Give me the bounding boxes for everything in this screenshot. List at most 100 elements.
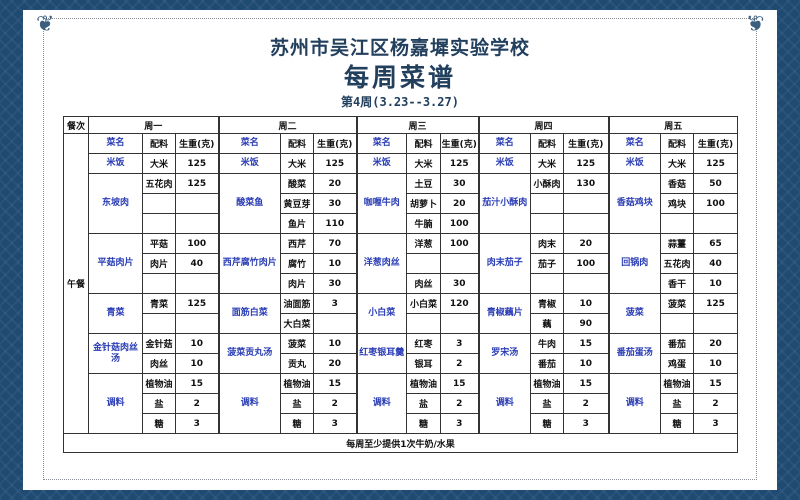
ingredient: 菠菜 [660,293,695,314]
day-header-row: 餐次 周一 周二 周三 周四 周五 [63,116,739,134]
weight [563,193,610,214]
ingredient: 酸菜 [280,173,315,194]
ingredient: 糖 [660,413,695,434]
weight: 70 [313,233,358,254]
weight: 125 [693,153,739,174]
weight: 10 [313,253,358,274]
ingredient: 五花肉 [142,173,176,194]
dish-name: 东坡肉 [88,173,143,234]
ingredient [142,273,176,294]
weight: 100 [174,233,220,254]
ingredient: 番茄 [530,353,565,374]
ingredient: 小酥肉 [530,173,565,194]
meal-column-header: 餐次 [63,116,89,134]
ingredient [530,193,565,214]
ingredient: 牛肉 [530,333,565,354]
ingredient: 盐 [406,393,442,414]
weight: 3 [313,413,358,434]
ingredient: 小白菜 [406,293,442,314]
page-title: 每周菜谱 [343,63,456,92]
dish-name: 米饭 [88,153,143,174]
weight: 125 [174,173,220,194]
ingredient: 肉丝 [406,273,442,294]
ingredient: 大米 [142,153,176,174]
ingredient: 糖 [142,413,176,434]
weight-column-label: 生重(克) [563,133,610,154]
weight-column-label: 生重(克) [693,133,739,154]
ingredient: 平菇 [142,233,176,254]
weight: 65 [693,233,739,254]
weight: 130 [563,173,610,194]
dish-name: 调料 [477,373,532,434]
ingredient: 西芹 [280,233,315,254]
menu-row: 金针菇肉丝汤 金针菇 10 菠菜贡丸汤 菠菜 10 红枣银耳羹 红枣 3 罗宋汤 牛肉 15 番茄蛋汤番… [64,333,739,374]
weight: 15 [174,373,220,394]
footer-note: 每周至少提供1次牛奶/水果 [62,433,739,453]
weight: 40 [693,253,739,274]
ingredient [142,313,176,334]
weight: 3 [563,413,610,434]
ingredient [142,213,176,234]
weight [563,213,610,234]
ingredient [530,213,565,234]
dish-name: 米饭 [607,153,662,174]
weight: 125 [440,153,480,174]
ingredient: 植物油 [280,373,315,394]
weight: 20 [563,233,610,254]
dish-name: 平菇肉片 [88,233,143,294]
weight: 15 [563,333,610,354]
ingredient-column-label: 配料 [142,133,176,154]
weight: 3 [440,333,480,354]
ingredient: 土豆 [406,173,442,194]
ingredient [660,313,695,334]
ingredient: 青椒 [530,293,565,314]
ingredient: 香菇 [660,173,695,194]
weight: 125 [174,293,220,314]
ingredient: 胡萝卜 [406,193,442,214]
weight [313,313,358,334]
menu-row: 肉丝 10 贡丸 20 银耳 2 番茄 10 鸡蛋 10 [64,353,739,374]
ingredient: 盐 [660,393,695,414]
week-label: 第4周(3.23--3.27) [341,95,459,109]
dish-name: 小白菜 [355,293,408,334]
dotted-border [43,18,757,480]
weight: 2 [440,353,480,374]
weight: 100 [440,233,480,254]
weight: 10 [563,293,610,314]
weight: 30 [313,273,358,294]
weight [174,193,220,214]
dish-name: 肉末茄子 [477,233,532,294]
menu-table: 餐次 周一 周二 周三 周四 周五 午餐 菜名 配料 生重(克) 菜名 配料 生重(克) 菜名 配料 生重(克… [62,116,739,453]
ingredient: 番茄 [660,333,695,354]
dish-name: 调料 [217,373,282,434]
weight: 3 [174,413,220,434]
dish-name: 调料 [88,373,143,434]
ingredient: 洋葱 [406,233,442,254]
menu-row: 调料 植物油 15 调料 植物油 15 调料 植物油 15 调料 植物油 15 调料 植物油 15 [64,373,739,434]
weight: 15 [313,373,358,394]
weight: 125 [313,153,358,174]
weight: 2 [563,393,610,414]
weight: 20 [313,353,358,374]
weight: 2 [693,393,739,414]
weight: 2 [313,393,358,414]
dish-name: 罗宋汤 [477,333,532,374]
weight: 15 [693,373,739,394]
weight [693,313,739,334]
weight: 2 [440,393,480,414]
dish-name: 米饭 [355,153,408,174]
dish-name: 菠菜贡丸汤 [217,333,282,374]
weight: 125 [563,153,610,174]
dish-name: 香菇鸡块 [607,173,662,234]
weight: 30 [440,173,480,194]
dish-name: 酸菜鱼 [217,173,282,234]
ingredient: 大白菜 [280,313,315,334]
dish-name: 回锅肉 [607,233,662,294]
weight [174,213,220,234]
dish-name: 洋葱肉丝 [355,233,408,294]
day-header: 周二 [217,116,358,134]
ingredient: 蒜薹 [660,233,695,254]
ingredient: 糖 [406,413,442,434]
ingredient: 肉丝 [142,353,176,374]
